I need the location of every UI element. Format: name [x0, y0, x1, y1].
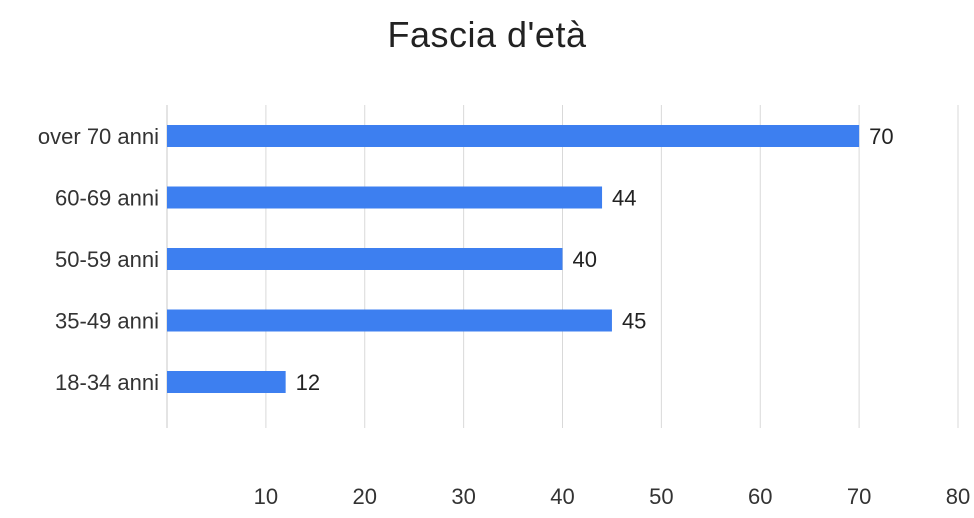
- data-label-3: 40: [573, 247, 597, 272]
- category-label-4: 35-49 anni: [55, 309, 159, 334]
- x-tick-label-10: 10: [254, 484, 278, 509]
- bar-3: [167, 248, 563, 270]
- category-label-5: 18-34 anni: [55, 370, 159, 395]
- x-tick-label-30: 30: [451, 484, 475, 509]
- x-tick-label-50: 50: [649, 484, 673, 509]
- x-tick-label-40: 40: [550, 484, 574, 509]
- category-label-3: 50-59 anni: [55, 247, 159, 272]
- category-label-2: 60-69 anni: [55, 186, 159, 211]
- bars: [167, 125, 860, 393]
- bar-2: [167, 186, 603, 209]
- data-label-5: 12: [296, 370, 320, 395]
- x-tick-label-20: 20: [353, 484, 377, 509]
- data-label-1: 70: [869, 124, 893, 149]
- data-label-2: 44: [612, 186, 636, 211]
- bar-5: [167, 371, 286, 393]
- x-tick-label-60: 60: [748, 484, 772, 509]
- bar-1: [167, 125, 860, 147]
- category-label-1: over 70 anni: [38, 124, 159, 149]
- bar-4: [167, 309, 612, 332]
- labels: 10 20 30 40 50 60 70 80 over 70 anni 70 60-69 anni…: [38, 124, 970, 509]
- x-tick-label-70: 70: [847, 484, 871, 509]
- data-label-4: 45: [622, 309, 646, 334]
- chart-title: Fascia d'età: [387, 14, 587, 55]
- x-tick-label-80: 80: [946, 484, 970, 509]
